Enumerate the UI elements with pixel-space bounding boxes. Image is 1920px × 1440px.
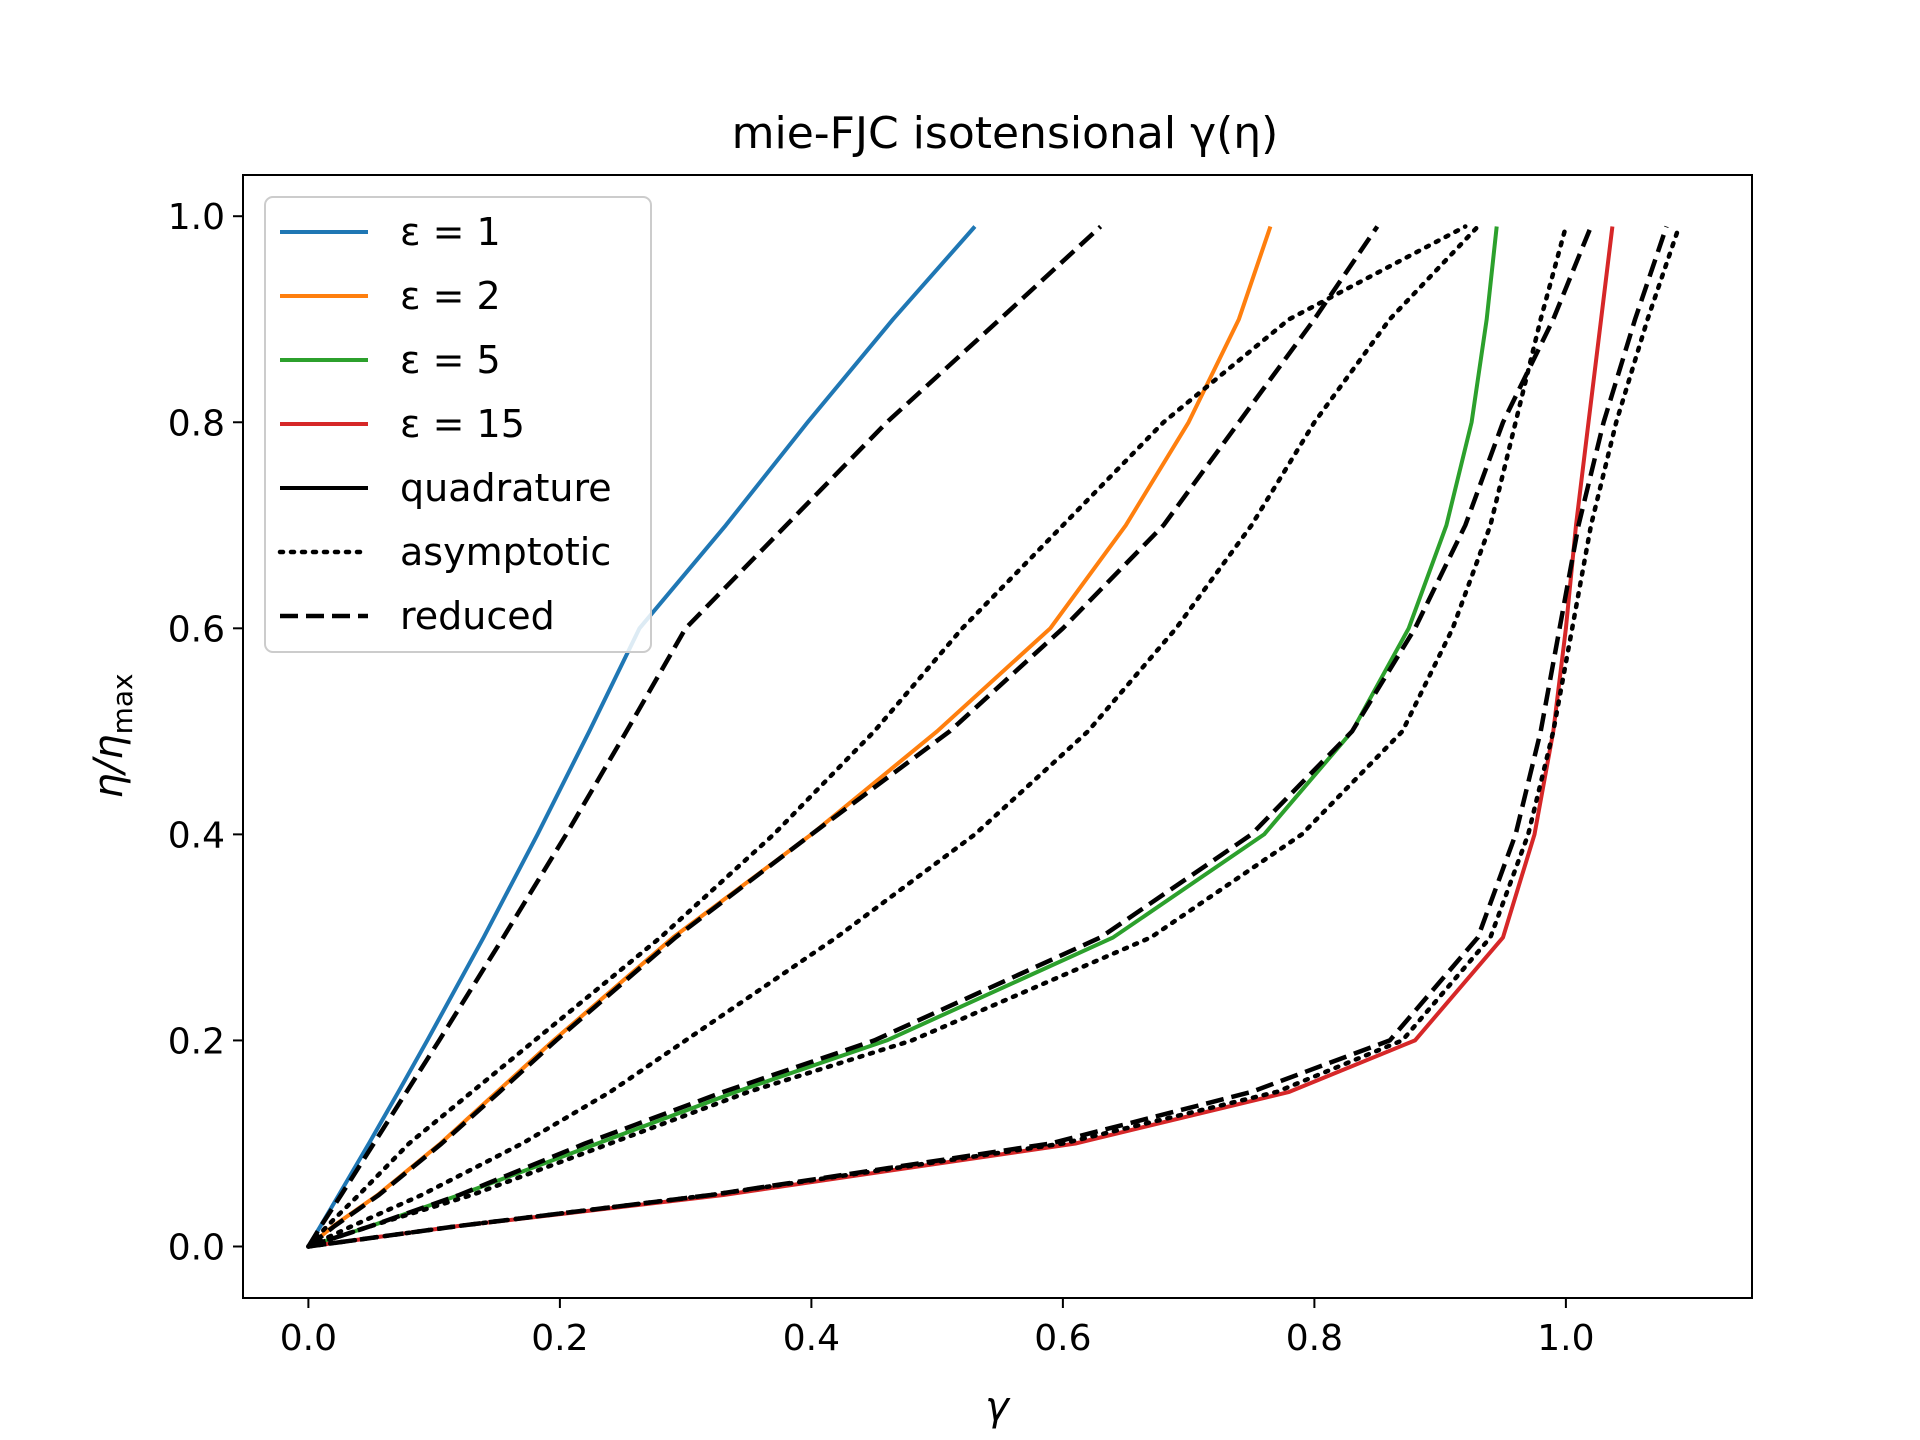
y-tick-label: 0.0 [168,1227,225,1268]
x-axis-ticks: 0.0 0.2 0.4 0.6 0.8 1.0 [280,1298,1595,1359]
x-tick-label: 0.4 [783,1318,840,1359]
x-tick-label: 0.6 [1034,1318,1091,1359]
axes-frame [242,174,1753,1299]
series-eps1-quadrature [306,225,977,1248]
y-tick-label: 1.0 [168,197,225,238]
legend-label: ε = 15 [400,402,525,446]
series-eps2-reduced [307,225,1380,1249]
legend-label: ε = 5 [400,338,501,382]
legend: ε = 1 ε = 2 ε = 5 ε = 15 quadrature asymptoti… [264,196,652,653]
y-tick-label: 0.2 [168,1021,225,1062]
y-axis-label-main: η/η [86,734,132,798]
y-axis-ticks: 0.0 0.2 0.4 0.6 0.8 1.0 [168,197,243,1268]
legend-box [264,196,652,653]
legend-label: reduced [400,594,555,638]
legend-label: asymptotic [400,530,611,574]
legend-label: ε = 1 [400,210,501,254]
y-tick-label: 0.4 [168,815,225,856]
y-tick-label: 0.8 [168,403,225,444]
legend-label: ε = 2 [400,274,501,318]
series-eps1-reduced [306,224,1103,1248]
y-axis-label: η/ηmax [86,673,139,798]
series-layer [306,224,1682,1249]
x-tick-label: 0.8 [1286,1318,1343,1359]
series-eps5-reduced [307,225,1594,1249]
x-tick-label: 0.2 [531,1318,588,1359]
plot-area [242,174,1753,1299]
chart-title: mie-FJC isotensional γ(η) [732,108,1279,159]
y-tick-label: 0.6 [168,609,225,650]
series-eps2-quadrature [307,225,1273,1249]
x-tick-label: 0.0 [280,1318,337,1359]
x-axis-label: γ [985,1384,1011,1430]
legend-label: quadrature [400,466,612,510]
series-eps1-asymptotic [306,224,1468,1249]
series-eps5-asymptotic [306,224,1569,1249]
series-eps15-reduced [308,225,1669,1249]
y-axis-label-subscript: max [106,673,139,734]
series-eps15-asymptotic [306,224,1682,1249]
legend-entries: ε = 1 ε = 2 ε = 5 ε = 15 quadrature asymptoti… [277,210,612,638]
series-eps2-asymptotic [306,224,1481,1249]
x-tick-label: 1.0 [1537,1318,1594,1359]
